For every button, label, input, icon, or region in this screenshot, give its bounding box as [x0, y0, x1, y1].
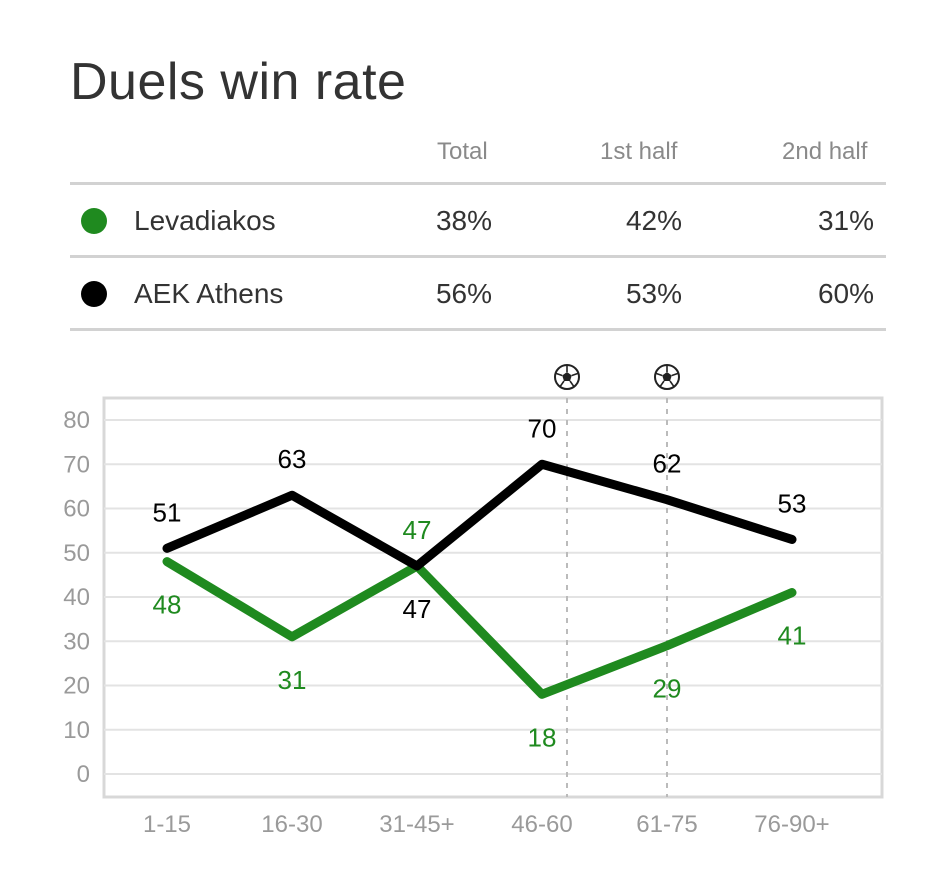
data-label: 41	[778, 621, 807, 651]
data-label: 47	[403, 594, 432, 624]
stats-table: Total 1st half 2nd half Levadiakos 38% 4…	[70, 130, 886, 331]
second-half-value: 31%	[817, 205, 874, 236]
column-first-half: 1st half	[600, 138, 678, 165]
second-half-value: 60%	[817, 278, 874, 309]
stats-header: Total 1st half 2nd half	[70, 130, 886, 185]
y-tick-label: 30	[63, 628, 90, 655]
team-row-aek-athens: AEK Athens 56% 53% 60%	[70, 258, 886, 331]
x-tick-label: 31-45+	[379, 811, 454, 838]
series-line-aek-athens	[162, 459, 797, 571]
data-label: 29	[653, 674, 682, 704]
data-label: 70	[528, 413, 557, 443]
data-label: 31	[278, 665, 307, 695]
x-tick-label: 76-90+	[754, 811, 829, 838]
data-label: 53	[778, 488, 807, 518]
x-tick-label: 16-30	[261, 811, 322, 838]
soccer-ball-icon	[554, 364, 580, 390]
y-tick-label: 50	[63, 540, 90, 567]
x-tick-label: 61-75	[636, 811, 697, 838]
total-value: 38%	[435, 205, 492, 236]
team-name: AEK Athens	[134, 278, 284, 309]
data-label: 51	[153, 497, 182, 527]
column-total: Total	[437, 138, 488, 165]
team-color-dot	[81, 208, 107, 234]
team-name: Levadiakos	[134, 205, 276, 236]
x-tick-label: 46-60	[511, 811, 572, 838]
y-tick-label: 80	[63, 407, 90, 434]
first-half-value: 53%	[625, 278, 682, 309]
data-label: 63	[278, 444, 307, 474]
data-label: 18	[528, 722, 557, 752]
page-title: Duels win rate	[70, 53, 407, 111]
soccer-ball-icon	[654, 364, 680, 390]
team-row-levadiakos: Levadiakos 38% 42% 31%	[70, 185, 886, 258]
y-tick-label: 20	[63, 673, 90, 700]
total-value: 56%	[435, 278, 492, 309]
data-label: 47	[403, 515, 432, 545]
team-color-dot	[81, 281, 107, 307]
y-tick-label: 10	[63, 717, 90, 744]
x-tick-label: 1-15	[143, 811, 191, 838]
first-half-value: 42%	[625, 205, 682, 236]
y-tick-label: 0	[77, 761, 90, 788]
y-tick-label: 70	[63, 451, 90, 478]
column-second-half: 2nd half	[782, 138, 868, 165]
data-label: 62	[653, 449, 682, 479]
series-line-levadiakos	[162, 557, 797, 699]
y-tick-label: 60	[63, 496, 90, 523]
data-label: 48	[153, 590, 182, 620]
y-tick-label: 40	[63, 584, 90, 611]
